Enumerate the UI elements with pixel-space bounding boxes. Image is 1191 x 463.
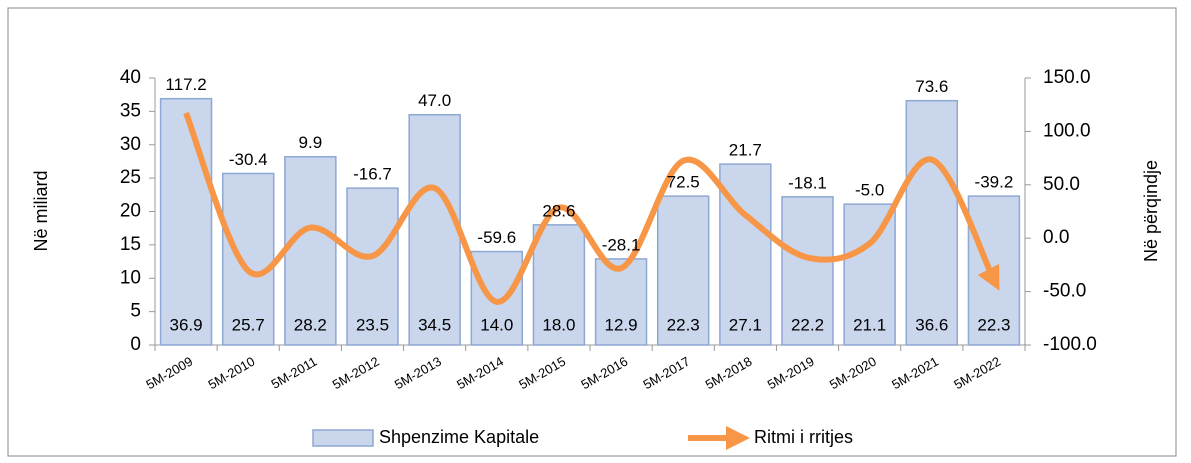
y-tick-label: 25 <box>120 167 141 188</box>
x-tick-label: 5M-2012 <box>330 354 382 393</box>
bar-value-label: 34.5 <box>418 315 451 334</box>
bar <box>470 250 524 346</box>
x-tick-label: 5M-2015 <box>516 354 568 393</box>
bar-value-label: 23.5 <box>356 315 389 334</box>
legend-label: Ritmi i rritjes <box>754 427 853 447</box>
bar-value-label: 28.2 <box>294 315 327 334</box>
x-tick-label: 5M-2017 <box>640 354 692 393</box>
bar <box>781 196 834 346</box>
line-value-label: -28.1 <box>602 235 641 254</box>
line-value-label: 117.2 <box>165 75 206 94</box>
line-value-label: 72.5 <box>667 173 700 192</box>
bar <box>594 258 648 346</box>
y-tick-label: 10 <box>120 267 141 288</box>
bar <box>843 203 896 346</box>
line-value-label: 73.6 <box>915 77 948 96</box>
bar-value-label: 12.9 <box>605 315 638 334</box>
x-tick-label: 5M-2019 <box>765 354 817 393</box>
line-value-label: 28.6 <box>542 201 575 220</box>
y-tick-label: 30 <box>120 134 141 155</box>
bar <box>346 187 399 346</box>
bar <box>905 99 959 346</box>
bar-value-label: 18.0 <box>542 315 575 334</box>
bar <box>284 156 337 346</box>
y2-tick-label: 150.0 <box>1043 67 1091 88</box>
bar-value-label: 22.3 <box>667 315 700 334</box>
x-tick-label: 5M-2010 <box>205 354 257 393</box>
bar-value-label: 36.9 <box>170 315 203 334</box>
y-tick-label: 35 <box>120 100 141 121</box>
bar-value-label: 14.0 <box>480 315 513 334</box>
line-value-label: -5.0 <box>855 181 884 200</box>
y2-tick-label: 0.0 <box>1043 227 1069 248</box>
line-value-label: -39.2 <box>975 173 1014 192</box>
line-value-label: 47.0 <box>418 91 451 110</box>
line-value-label: 9.9 <box>299 133 323 152</box>
frame <box>7 7 1177 457</box>
y-tick-label: 20 <box>120 201 141 222</box>
x-tick-label: 5M-2020 <box>827 354 879 393</box>
y-tick-label: 5 <box>130 301 141 322</box>
x-tick-label: 5M-2021 <box>889 354 941 393</box>
x-tick-label: 5M-2014 <box>454 354 506 393</box>
growth-line <box>183 111 1000 305</box>
bar-value-label: 36.6 <box>915 315 948 334</box>
legend-label: Shpenzime Kapitale <box>379 427 539 447</box>
bar-value-label: 25.7 <box>232 315 265 334</box>
x-tick-label: 5M-2016 <box>578 354 630 393</box>
y2-axis-title: Në përqindje <box>1141 160 1161 262</box>
x-tick-label: 5M-2018 <box>703 354 755 393</box>
x-tick-label: 5M-2009 <box>143 354 195 393</box>
legend-swatch <box>312 429 374 447</box>
x-tick-label: 5M-2022 <box>951 354 1003 393</box>
line-value-label: -59.6 <box>477 228 516 247</box>
line-value-label: -18.1 <box>788 173 827 192</box>
line-value-label: -16.7 <box>353 165 392 184</box>
x-tick-label: 5M-2013 <box>392 354 444 393</box>
bar <box>656 195 710 346</box>
line-value-label: -30.4 <box>229 150 268 169</box>
bar <box>532 224 586 346</box>
x-tick-label: 5M-2011 <box>268 354 319 392</box>
y-tick-label: 40 <box>120 67 141 88</box>
bar <box>408 113 461 346</box>
y-tick-label: 15 <box>120 234 141 255</box>
y2-tick-label: 100.0 <box>1043 120 1091 141</box>
line-value-label: 21.7 <box>729 141 762 160</box>
bar <box>159 97 213 346</box>
y2-tick-label: -100.0 <box>1043 334 1097 355</box>
bar-value-label: 27.1 <box>729 315 762 334</box>
bar-value-label: 22.3 <box>977 315 1010 334</box>
y2-tick-label: 50.0 <box>1043 174 1080 195</box>
y-tick-label: 0 <box>130 334 141 355</box>
bar-value-label: 22.2 <box>791 315 824 334</box>
bar-value-label: 21.1 <box>853 315 886 334</box>
y-axis-title: Në miliard <box>31 170 51 251</box>
y2-tick-label: -50.0 <box>1043 281 1086 302</box>
